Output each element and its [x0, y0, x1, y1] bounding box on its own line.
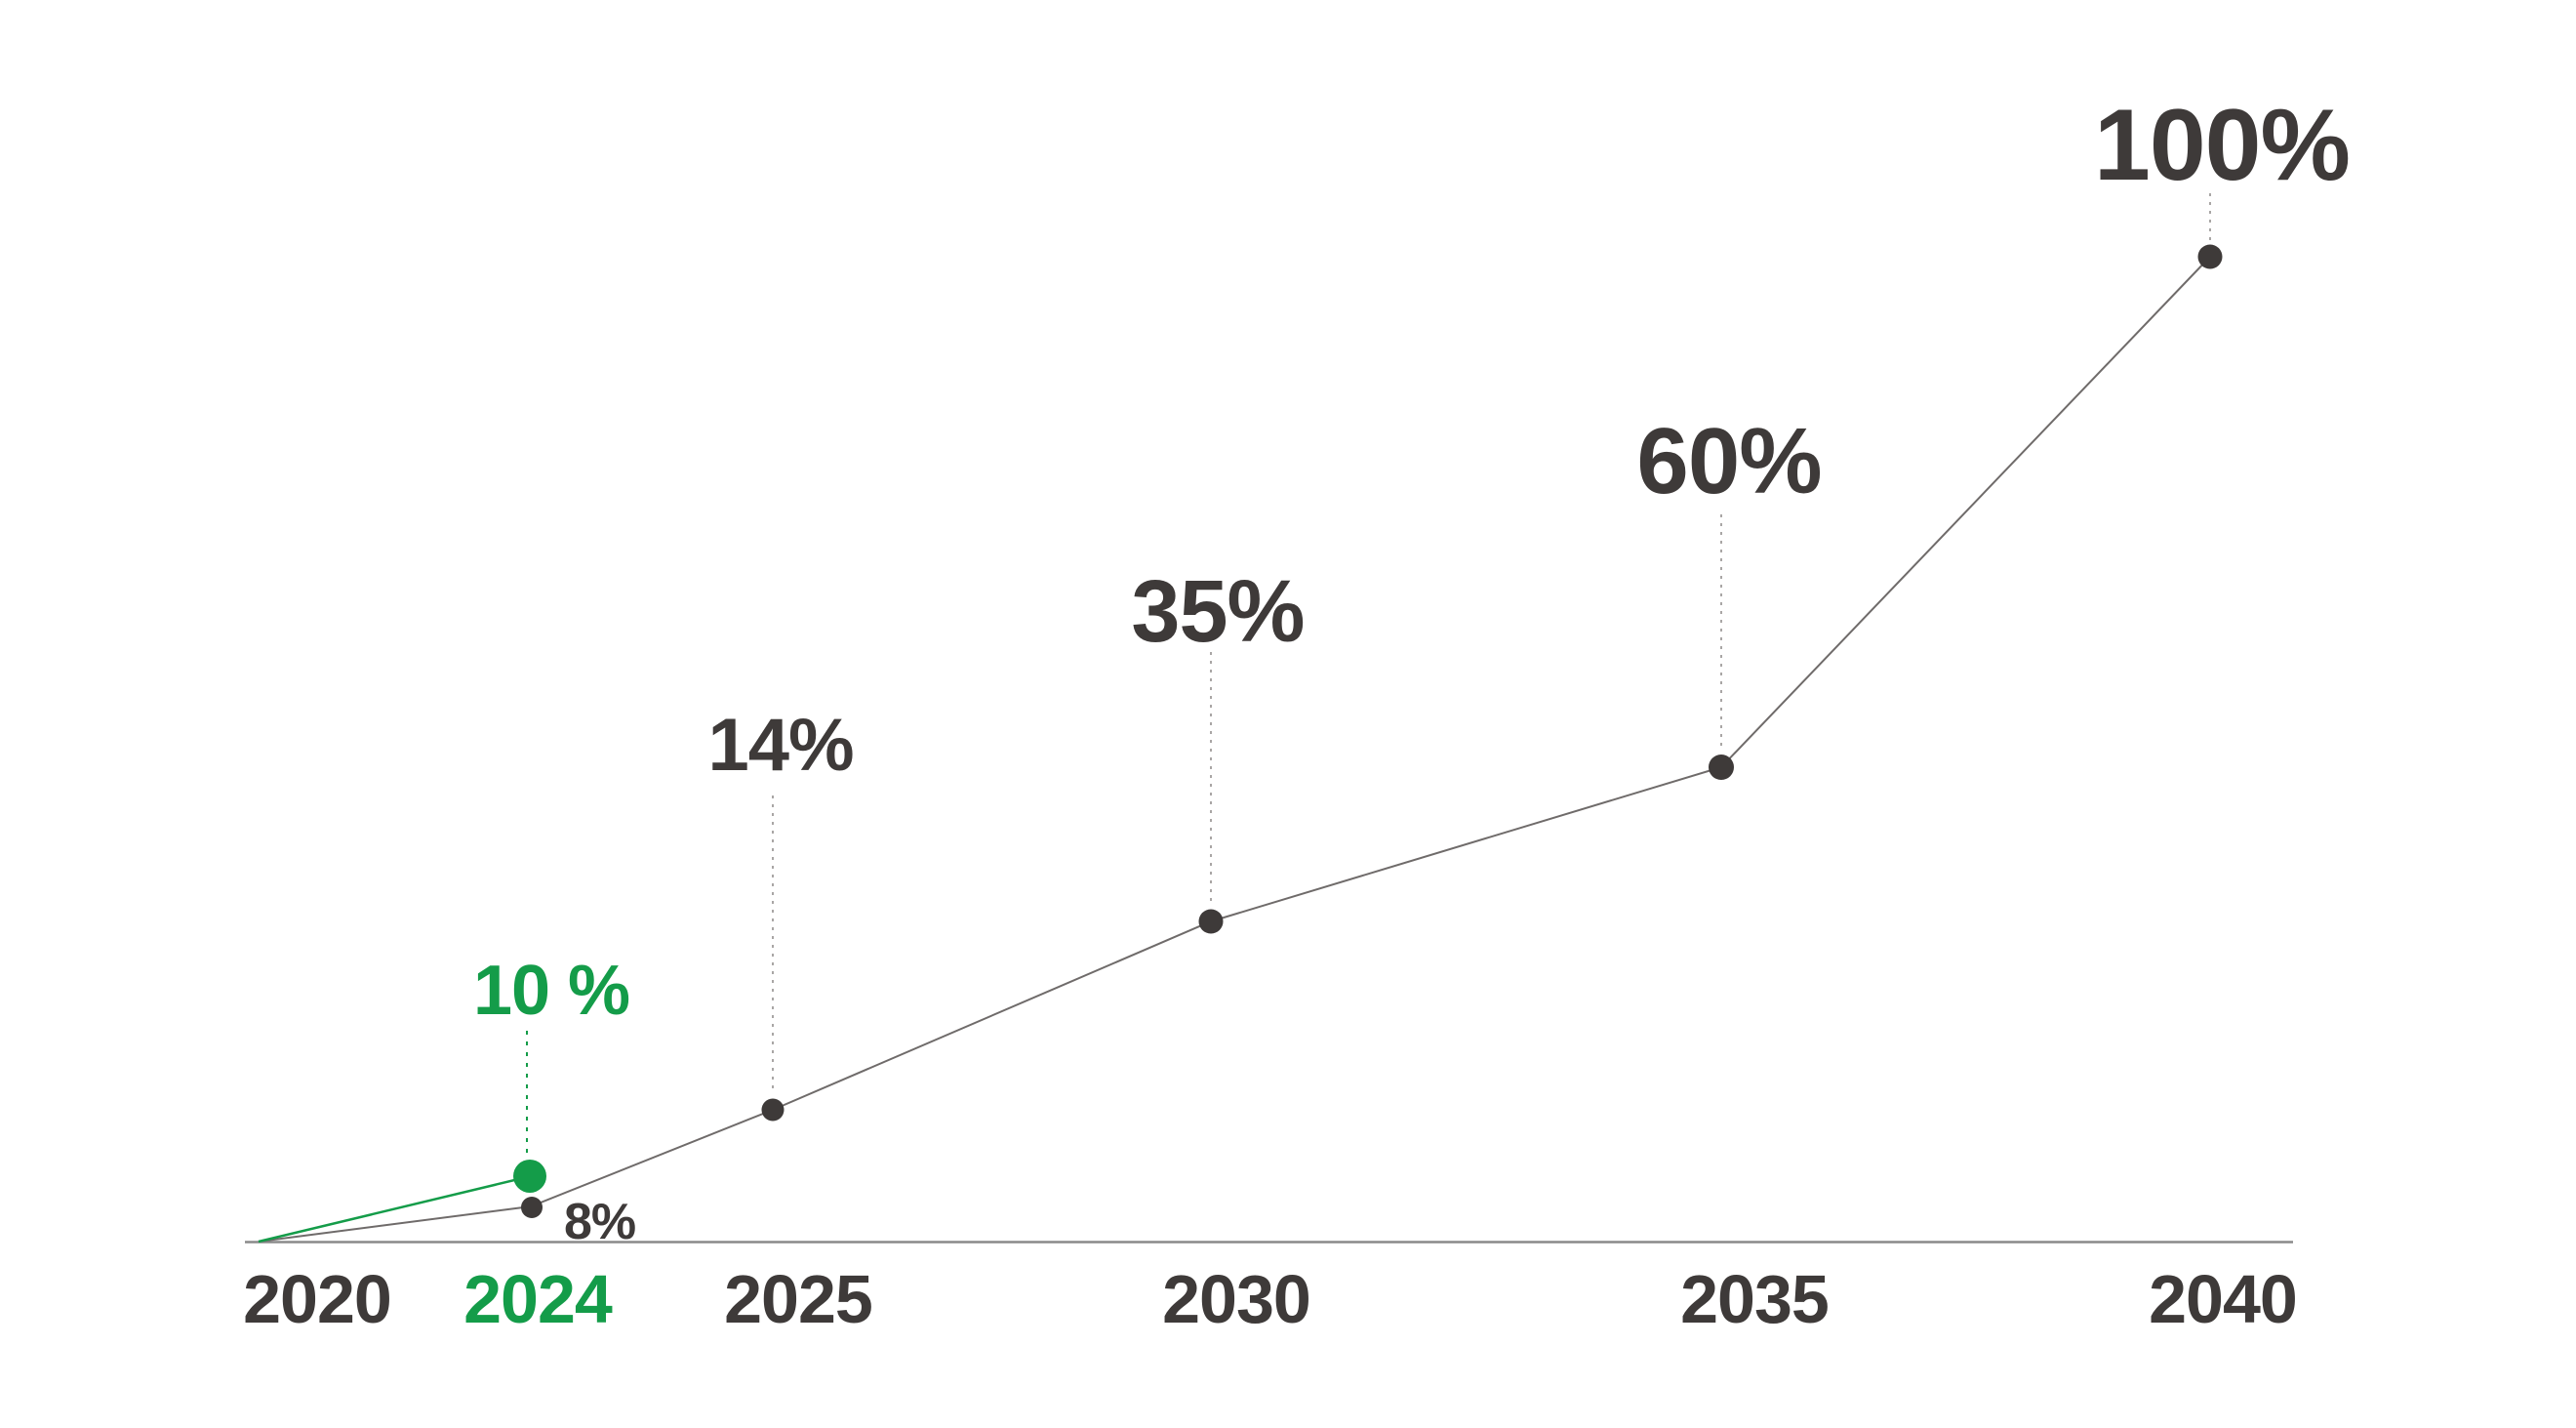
value-label-2024-highlight: 10 % [473, 952, 629, 1030]
value-label-2024-baseline: 8% [564, 1194, 635, 1250]
marker-2025 [761, 1098, 785, 1122]
value-label-2035: 60% [1636, 409, 1821, 513]
trajectory-line [258, 256, 2211, 1243]
tick-label-2024-highlighted: 2024 [463, 1261, 613, 1337]
tick-label-2030: 2030 [1162, 1261, 1310, 1337]
marker-2040 [2197, 244, 2223, 269]
marker-2024-highlight [513, 1160, 546, 1193]
marker-2030 [1198, 909, 1224, 934]
highlight-segment-line [258, 1174, 532, 1244]
marker-2024-baseline [521, 1197, 543, 1218]
tick-label-2035: 2035 [1680, 1261, 1829, 1337]
marker-2035 [1709, 755, 1734, 780]
value-label-2025: 14% [707, 704, 853, 787]
tick-label-2040: 2040 [2149, 1261, 2297, 1337]
tick-label-2025: 2025 [724, 1261, 872, 1337]
value-label-2040: 100% [2094, 89, 2350, 202]
value-label-2030: 35% [1131, 563, 1304, 661]
tick-label-2020: 2020 [243, 1261, 391, 1337]
